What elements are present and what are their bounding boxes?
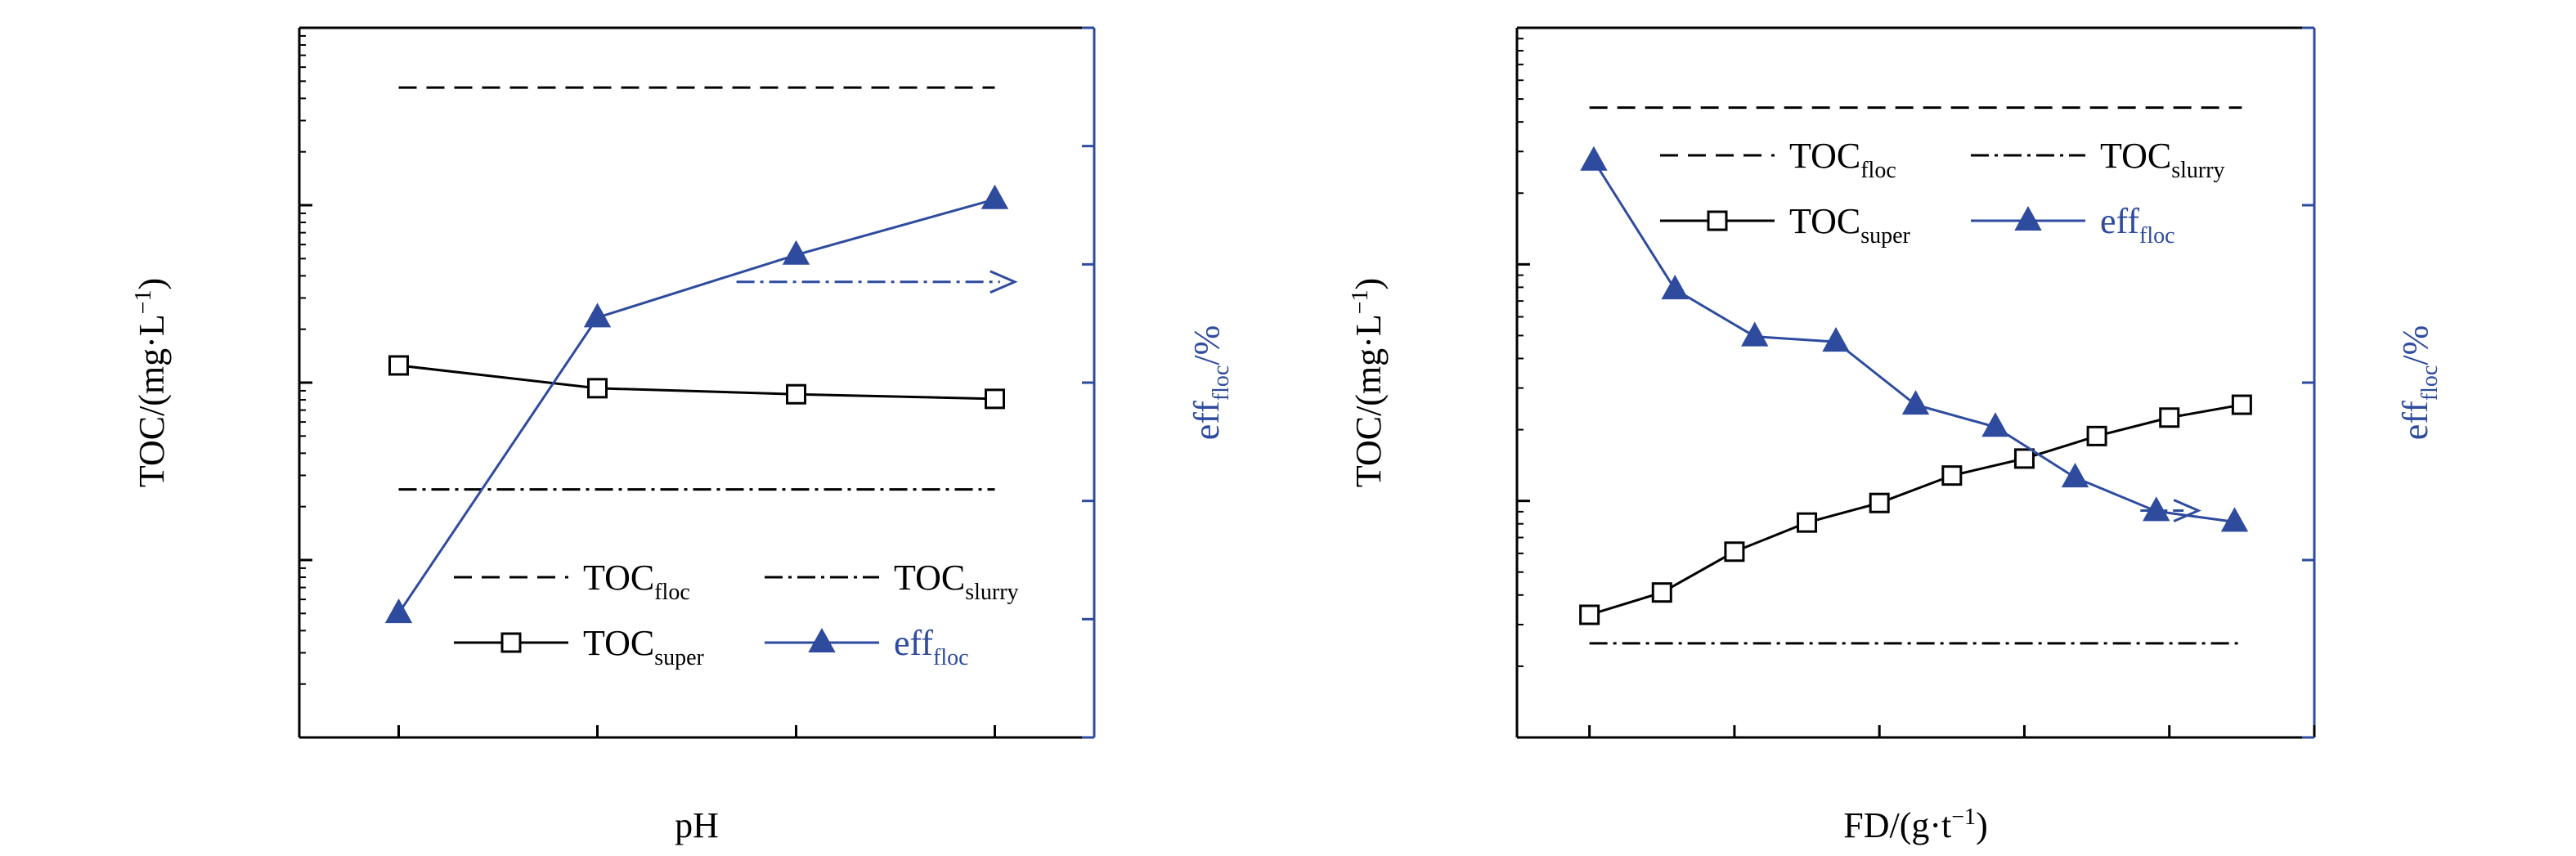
series-eff-floc-marker xyxy=(1822,327,1850,352)
legend-label-sub: slurry xyxy=(965,580,1018,605)
series-eff-floc-marker xyxy=(1981,412,2009,437)
series-toc-super-line xyxy=(1589,403,2242,616)
series-toc-super-marker xyxy=(2231,394,2252,415)
legend-label-main: TOC xyxy=(1789,201,1860,241)
series-eff-floc-marker xyxy=(2143,496,2170,522)
legend-entry-toc-floc-label: TOCfloc xyxy=(1789,136,1896,183)
series-toc-super-marker xyxy=(2086,425,2107,446)
series-toc-super-marker xyxy=(786,383,806,405)
series-eff-floc-marker xyxy=(981,184,1009,209)
left-y-axis-title-sup: −1 xyxy=(131,290,156,315)
series-toc-super-marker xyxy=(1651,582,1672,603)
series-toc-super-marker xyxy=(1869,492,1890,513)
legend-label-main: TOC xyxy=(894,558,965,598)
series-eff-floc-marker xyxy=(1741,321,1769,347)
right-y-axis-title: efffloc/% xyxy=(2395,325,2443,440)
right-y-axis-title-unit: /% xyxy=(1187,325,1227,365)
series-eff-floc-marker xyxy=(583,303,612,328)
x-axis-title-sup: −1 xyxy=(1951,804,1976,830)
series-toc-super-marker xyxy=(2159,407,2180,428)
x-axis-title: pH xyxy=(675,805,719,845)
x-axis-title: FD/(g·t−1) xyxy=(1843,804,1987,845)
left-y-axis-title-main: TOC/(mg·L xyxy=(1349,314,1389,487)
series-eff-floc-marker xyxy=(1661,275,1689,300)
right-y-axis-title-sub: floc xyxy=(2417,365,2443,401)
series-toc-super-marker xyxy=(1941,465,1963,486)
legend-label-sub: super xyxy=(1860,223,1910,249)
legend-label-main: TOC xyxy=(583,558,654,598)
legend-entry-eff-floc-marker xyxy=(2014,205,2042,231)
left-y-axis-title: TOC/(mg·L−1) xyxy=(131,278,172,487)
x-axis-title-main: pH xyxy=(675,805,719,845)
left-y-axis-title-main: TOC/(mg·L xyxy=(132,314,172,487)
right-y-axis-title-main: eff xyxy=(1187,401,1227,440)
legend-label-sub: slurry xyxy=(2171,158,2224,183)
series-eff-floc-marker xyxy=(384,598,413,624)
x-axis-title-main: FD/(g·t xyxy=(1843,805,1951,845)
legend-label-sub: super xyxy=(654,645,704,670)
legend-entry-toc-super-marker xyxy=(500,632,522,653)
legend-entry-toc-slurry-label: TOCslurry xyxy=(2100,136,2225,183)
chart-panel-b: FD/(g·t−1)TOC/(mg·L−1)efffloc/%TOCfloc TO… xyxy=(1348,26,2443,845)
legend-entry-eff-floc-label: efffloc xyxy=(894,623,969,670)
legend-entry-toc-super-label: TOCsuper xyxy=(1789,201,1911,249)
legend-label-sub: floc xyxy=(654,580,690,605)
right-axis-arrow-head xyxy=(990,270,1018,294)
series-eff-floc-marker xyxy=(2220,507,2249,532)
series-eff-floc-line xyxy=(397,198,995,614)
series-eff-floc-marker xyxy=(1901,390,1930,415)
legend-entry-toc-super-label: TOCsuper xyxy=(583,623,705,670)
left-y-axis-title-close: ) xyxy=(132,278,172,290)
series-toc-super-marker xyxy=(1579,604,1600,625)
right-y-axis-title: efffloc/% xyxy=(1187,325,1234,440)
right-axis-arrow-head xyxy=(2173,499,2201,522)
series-eff-floc-marker xyxy=(1580,146,1608,171)
right-y-axis-title-sub: floc xyxy=(1209,365,1234,401)
series-toc-super-marker xyxy=(388,355,409,376)
legend-entry-toc-floc-label: TOCfloc xyxy=(583,558,690,605)
right-y-axis-title-unit: /% xyxy=(2395,325,2435,365)
series-eff-floc-marker xyxy=(782,240,810,265)
legend-label-main: TOC xyxy=(583,623,654,663)
left-y-axis-title-close: ) xyxy=(1349,278,1389,290)
series-toc-super-line xyxy=(398,364,995,401)
legend-entry-toc-slurry-label: TOCslurry xyxy=(894,558,1019,605)
legend-label-main: eff xyxy=(894,623,933,663)
legend-label-main: TOC xyxy=(1789,136,1860,176)
legend-label-sub: floc xyxy=(1860,158,1896,183)
legend-label-sub: floc xyxy=(933,645,969,670)
legend-label-main: eff xyxy=(2100,201,2139,241)
series-toc-super-marker xyxy=(587,378,608,399)
legend-entry-eff-floc-label: efffloc xyxy=(2100,201,2175,249)
series-toc-super-marker xyxy=(985,388,1005,410)
legend-label-sub: floc xyxy=(2139,223,2175,249)
series-eff-floc-marker xyxy=(2061,463,2089,488)
series-toc-super-marker xyxy=(1797,512,1818,533)
right-y-axis-title-main: eff xyxy=(2395,401,2435,440)
legend-entry-toc-super-marker xyxy=(1707,210,1728,231)
series-toc-super-marker xyxy=(2013,448,2035,469)
left-y-axis-title-sup: −1 xyxy=(1348,290,1373,315)
x-axis-title-close: ) xyxy=(1976,805,1988,845)
legend-entry-eff-floc-marker xyxy=(808,627,836,652)
legend-label-main: TOC xyxy=(2100,136,2171,176)
series-toc-super-marker xyxy=(1724,541,1745,562)
left-y-axis-title: TOC/(mg·L−1) xyxy=(1348,278,1389,487)
